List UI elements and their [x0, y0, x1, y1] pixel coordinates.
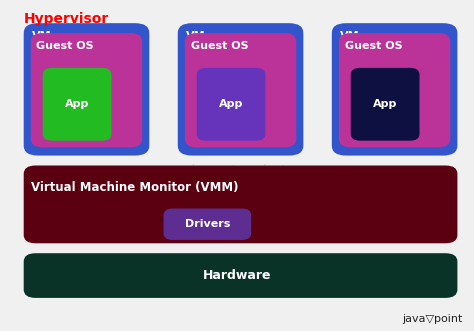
FancyBboxPatch shape [24, 23, 149, 156]
FancyBboxPatch shape [351, 68, 419, 141]
Text: VM: VM [32, 31, 52, 41]
Text: VM: VM [186, 31, 206, 41]
FancyBboxPatch shape [31, 33, 142, 147]
FancyBboxPatch shape [164, 209, 251, 240]
Text: App: App [373, 99, 397, 109]
Text: App: App [65, 99, 89, 109]
FancyBboxPatch shape [178, 23, 303, 156]
FancyBboxPatch shape [24, 253, 457, 298]
Text: javatpoint: javatpoint [188, 164, 286, 183]
Text: Hardware: Hardware [203, 269, 271, 282]
Text: Hypervisor: Hypervisor [24, 12, 109, 25]
FancyBboxPatch shape [197, 68, 265, 141]
FancyBboxPatch shape [339, 33, 450, 147]
Text: Guest OS: Guest OS [345, 41, 402, 51]
Text: Drivers: Drivers [185, 219, 230, 229]
Text: java▽point: java▽point [402, 314, 462, 324]
Text: App: App [219, 99, 243, 109]
Text: VM: VM [340, 31, 360, 41]
Text: Virtual Machine Monitor (VMM): Virtual Machine Monitor (VMM) [31, 180, 238, 194]
FancyBboxPatch shape [185, 33, 296, 147]
Text: Guest OS: Guest OS [191, 41, 248, 51]
FancyBboxPatch shape [24, 166, 457, 243]
Text: Guest OS: Guest OS [36, 41, 94, 51]
FancyBboxPatch shape [43, 68, 111, 141]
FancyBboxPatch shape [332, 23, 457, 156]
